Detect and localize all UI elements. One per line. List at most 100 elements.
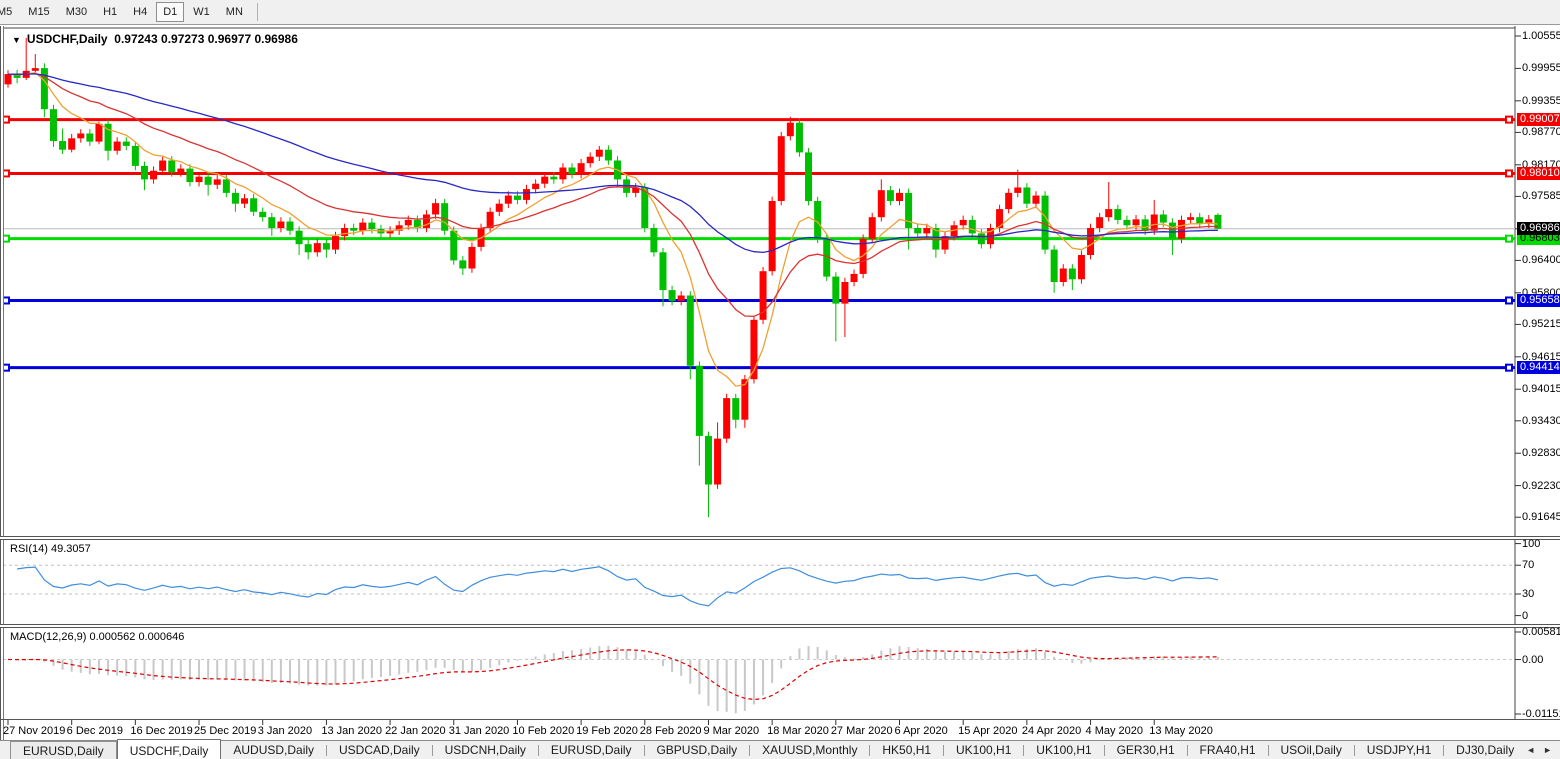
chart-tab-usoil-daily[interactable]: USOil,Daily xyxy=(1280,743,1342,757)
date-label: 19 Feb 2020 xyxy=(576,725,638,737)
tab-divider xyxy=(1103,744,1105,756)
price-chart-canvas[interactable] xyxy=(0,26,1560,740)
chart-tab-uk100-h1[interactable]: UK100,H1 xyxy=(956,743,1012,757)
ohlc-high: 0.97273 xyxy=(161,32,205,46)
date-label: 6 Apr 2020 xyxy=(894,725,948,737)
date-label: 27 Mar 2020 xyxy=(830,725,893,737)
ma-55-line xyxy=(7,73,1218,254)
price-tick-label: 0.94015 xyxy=(1522,383,1560,396)
date-label: 4 May 2020 xyxy=(1085,725,1144,737)
chart-tab-audusd-daily[interactable]: AUDUSD,Daily xyxy=(233,743,315,757)
tab-divider xyxy=(643,744,645,756)
price-tick-label: 0.93430 xyxy=(1522,414,1560,427)
ohlc-open: 0.97243 xyxy=(114,32,158,46)
date-label: 27 Nov 2019 xyxy=(3,725,66,737)
timeframe-button-mn[interactable]: MN xyxy=(225,6,243,18)
date-label: 16 Dec 2019 xyxy=(130,725,193,737)
timeframe-button-d1[interactable]: D1 xyxy=(156,2,185,22)
rsi-line xyxy=(17,566,1219,607)
price-tick-label: 0.95215 xyxy=(1522,318,1560,331)
tab-divider xyxy=(1353,744,1355,756)
price-tick-label: 0.97585 xyxy=(1522,190,1560,203)
chart-tab-dj30-daily[interactable]: DJ30,Daily xyxy=(1456,743,1515,757)
rsi-tick-label: 100 xyxy=(1522,537,1541,550)
tab-divider xyxy=(1023,744,1025,756)
chevron-down-icon[interactable]: ▼ xyxy=(12,35,21,45)
macd-histogram xyxy=(16,645,1219,714)
macd-main-value: 0.000562 xyxy=(89,631,136,643)
chart-tab-usdcad-daily[interactable]: USDCAD,Daily xyxy=(338,743,420,757)
ohlc-close: 0.96986 xyxy=(254,32,298,46)
timeframe-button-h4[interactable]: H4 xyxy=(133,6,148,18)
chart-tab-gbpusd-daily[interactable]: GBPUSD,Daily xyxy=(656,743,738,757)
date-label: 28 Feb 2020 xyxy=(639,725,702,737)
tab-divider xyxy=(326,744,327,756)
tab-divider xyxy=(431,744,433,756)
price-tick-label: 0.92830 xyxy=(1522,447,1560,460)
price-tick-label: 0.98770 xyxy=(1522,126,1560,139)
date-label: 18 Mar 2020 xyxy=(767,725,829,737)
macd-pane-separator[interactable] xyxy=(0,624,1560,628)
chart-symbol-label: USDCHF,Daily xyxy=(26,32,108,46)
tab-divider xyxy=(1186,744,1188,756)
price-tick-label: 0.99355 xyxy=(1522,94,1560,107)
timeframe-button-m15[interactable]: M15 xyxy=(28,6,50,18)
level-price-label: 0.94414 xyxy=(1517,361,1560,375)
date-label: 22 Jan 2020 xyxy=(385,725,446,737)
date-label: 25 Dec 2019 xyxy=(194,725,257,737)
macd-signal-value: 0.000646 xyxy=(138,631,185,643)
ma-8-line xyxy=(7,72,1218,387)
timeframe-button-m30[interactable]: M30 xyxy=(65,6,88,18)
rsi-tick-label: 30 xyxy=(1522,588,1535,600)
price-tick-label: 0.91645 xyxy=(1522,511,1560,524)
chart-tab-bar: EURUSD,Daily USDCHF,Daily AUDUSD,Daily USDC… xyxy=(0,739,1560,759)
date-label: 15 Apr 2020 xyxy=(958,725,1018,737)
chart-tab-usdcnh-daily[interactable]: USDCNH,Daily xyxy=(444,743,526,757)
timeframe-button-w1[interactable]: W1 xyxy=(193,6,210,18)
price-tick-label: 0.94615 xyxy=(1522,350,1560,363)
chart-window[interactable]: ▼ USDCHF,Daily 0.97243 0.97273 0.96977 0.… xyxy=(0,26,1560,740)
tab-divider xyxy=(537,744,539,756)
chart-title: ▼ USDCHF,Daily 0.97243 0.97273 0.96977 0.… xyxy=(12,32,298,46)
timeframe-button-m5[interactable]: M5 xyxy=(0,6,13,18)
macd-tick-label: 0.005818 xyxy=(1522,626,1560,638)
rsi-pane-separator[interactable] xyxy=(0,536,1560,540)
chart-tab-uk100-h1[interactable]: UK100,H1 xyxy=(1036,743,1092,757)
date-label: 13 May 2020 xyxy=(1149,725,1213,737)
tab-divider xyxy=(869,744,871,756)
chart-tab-usdjpy-h1[interactable]: USDJPY,H1 xyxy=(1366,743,1432,757)
date-label: 6 Dec 2019 xyxy=(66,725,123,737)
toolbar-separator xyxy=(256,3,258,21)
chart-tab-xauusd-monthly[interactable]: XAUUSD,Monthly xyxy=(762,743,858,757)
tab-scroll-right-icon[interactable]: ► xyxy=(1543,745,1553,755)
date-label: 9 Mar 2020 xyxy=(703,725,760,737)
macd-tick-label: -0.01151 xyxy=(1522,708,1560,720)
tab-scroll-left-icon[interactable]: ◄ xyxy=(1526,745,1536,755)
chart-tab-ger30-h1[interactable]: GER30,H1 xyxy=(1116,743,1175,757)
chart-tab-hk50-h1[interactable]: HK50,H1 xyxy=(882,743,932,757)
tab-scroll-arrows: ◄ ► xyxy=(1526,741,1560,759)
chart-tab-eurusd-daily[interactable]: EURUSD,Daily xyxy=(10,741,117,759)
ma-21-line xyxy=(7,72,1218,318)
date-axis-separator xyxy=(0,719,1560,720)
date-label: 10 Feb 2020 xyxy=(512,725,575,737)
timeframe-toolbar: M5 M15 M30 H1 H4 D1 W1 MN xyxy=(0,0,1560,25)
price-tick-label: 0.92230 xyxy=(1522,479,1560,492)
level-price-label: 0.98010 xyxy=(1517,166,1560,180)
chart-tab-eurusd-daily[interactable]: EURUSD,Daily xyxy=(550,743,632,757)
candlesticks xyxy=(4,37,1222,518)
ohlc-low: 0.96977 xyxy=(207,32,252,46)
horizontal-level-lines xyxy=(3,118,1515,370)
rsi-tick-label: 0 xyxy=(1522,609,1529,622)
chart-tab-fra40-h1[interactable]: FRA40,H1 xyxy=(1199,743,1256,757)
timeframe-button-h1[interactable]: H1 xyxy=(103,6,118,18)
macd-tick-label: 0.00 xyxy=(1522,653,1544,666)
chart-tab-usdchf-daily[interactable]: USDCHF,Daily xyxy=(116,739,222,759)
date-label: 24 Apr 2020 xyxy=(1021,725,1082,737)
rsi-value: 49.3057 xyxy=(50,543,91,555)
date-label: 13 Jan 2020 xyxy=(321,725,382,737)
tab-divider xyxy=(943,744,944,756)
window-left-frame xyxy=(0,26,4,740)
rsi-tick-label: 70 xyxy=(1522,559,1535,572)
